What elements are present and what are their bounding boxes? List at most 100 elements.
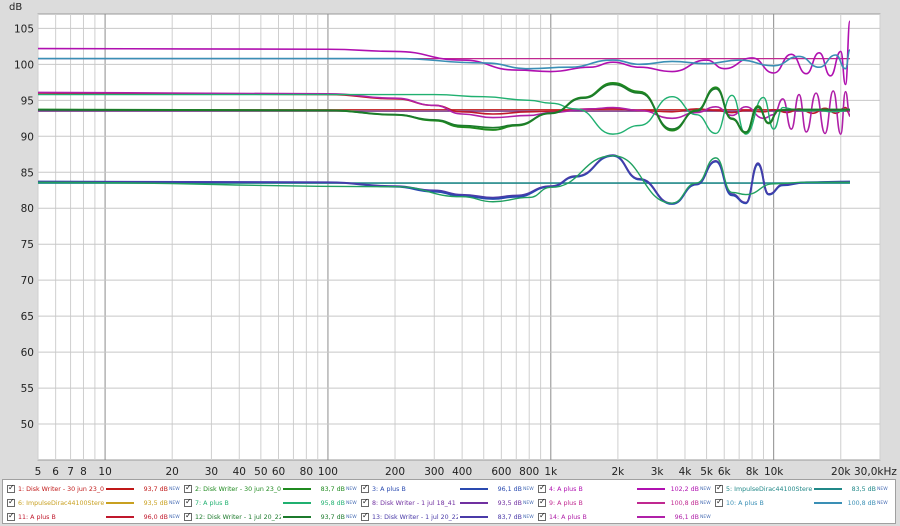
legend-checkbox[interactable]: [361, 511, 369, 521]
legend-value: 100,8 dB: [847, 499, 876, 507]
legend-label: 11: A plus B: [18, 513, 56, 521]
legend-value: 96,0 dB: [143, 513, 168, 521]
x-tick-label: 20: [165, 466, 178, 478]
legend-swatch: [106, 502, 134, 504]
legend-swatch: [106, 488, 134, 490]
x-tick-label: 10k: [764, 466, 784, 478]
x-tick-label: 4k: [679, 466, 693, 478]
x-tick-label: 8: [80, 466, 87, 478]
legend-checkbox[interactable]: [538, 497, 546, 507]
legend-label: 12: Disk Writer - 1 jul 20_22: [195, 513, 281, 521]
x-tick-label: 5k: [700, 466, 714, 478]
legend-value: 93,5 dB: [143, 499, 168, 507]
legend-label: 7: A plus B: [195, 499, 229, 507]
legend-label: 4: A plus B: [549, 485, 583, 493]
x-tick-label: 2k: [612, 466, 626, 478]
legend-new-tag: NEW: [523, 514, 534, 520]
legend-checkbox[interactable]: [7, 483, 15, 493]
legend-value: 83,7 dB: [320, 485, 345, 493]
x-tick-label: 6: [52, 466, 59, 478]
x-tick-label: 80: [300, 466, 313, 478]
legend-value: 83,5 dB: [851, 485, 876, 493]
x-tick-label: 3k: [651, 466, 665, 478]
y-tick-label: 100: [14, 59, 34, 71]
legend-checkbox[interactable]: [184, 511, 192, 521]
legend-new-tag: NEW: [877, 500, 888, 506]
legend-checkbox[interactable]: [361, 483, 369, 493]
legend-checkbox[interactable]: [7, 511, 15, 521]
legend-new-tag: NEW: [700, 514, 711, 520]
series-lines: [37, 20, 851, 205]
y-tick-label: 90: [21, 131, 34, 143]
legend-value: 83,7 dB: [497, 513, 522, 521]
y-tick-label: 70: [21, 275, 34, 287]
legend-checkbox[interactable]: [538, 511, 546, 521]
legend-new-tag: NEW: [169, 486, 180, 492]
legend-value: 100,8 dB: [670, 499, 699, 507]
legend-swatch: [106, 516, 134, 518]
legend-checkbox[interactable]: [715, 483, 723, 493]
legend-label: 5: ImpulseDirac44100Stere: [726, 485, 812, 493]
legend-swatch: [283, 488, 311, 490]
legend-new-tag: NEW: [877, 486, 888, 492]
legend-label: 6: ImpulseDirac44100Stere: [18, 499, 104, 507]
y-tick-label: 65: [21, 311, 34, 323]
legend-new-tag: NEW: [700, 500, 711, 506]
legend-checkbox[interactable]: [184, 483, 192, 493]
y-axis-label: dB: [9, 2, 22, 13]
y-tick-label: 75: [21, 239, 34, 251]
x-tick-label: 7: [67, 466, 74, 478]
legend-label: 10: A plus B: [726, 499, 764, 507]
legend-checkbox[interactable]: [715, 497, 723, 507]
legend-swatch: [637, 516, 665, 518]
legend-label: 9: A plus B: [549, 499, 583, 507]
series-line-14: [37, 90, 851, 135]
legend-label: 3: A plus B: [372, 485, 406, 493]
legend-new-tag: NEW: [169, 500, 180, 506]
legend-checkbox[interactable]: [184, 497, 192, 507]
x-tick-label: 40: [233, 466, 246, 478]
legend-swatch: [814, 502, 842, 504]
y-tick-label: 95: [21, 95, 34, 107]
legend-new-tag: NEW: [523, 500, 534, 506]
legend-swatch: [637, 502, 665, 504]
legend-new-tag: NEW: [346, 486, 357, 492]
series-line-4: [37, 20, 851, 86]
legend-new-tag: NEW: [346, 500, 357, 506]
plot-area[interactable]: [37, 13, 881, 461]
legend-value: 102,2 dB: [670, 485, 699, 493]
x-tick-label: 50: [254, 466, 267, 478]
x-tick-label: 60: [272, 466, 285, 478]
x-tick-label: 300: [424, 466, 444, 478]
legend-label: 2: Disk Writer - 30 jun 23_0: [195, 485, 281, 493]
y-tick-label: 55: [21, 383, 34, 395]
x-tick-label: 1k: [544, 466, 558, 478]
x-tick-label: 30: [205, 466, 218, 478]
y-tick-labels: 50 55 60 65 70 75 80 85 90 95 100 105: [14, 23, 34, 431]
legend-checkbox[interactable]: [7, 497, 15, 507]
legend-value: 95,8 dB: [320, 499, 345, 507]
legend-new-tag: NEW: [346, 514, 357, 520]
y-tick-label: 60: [21, 347, 34, 359]
legend-checkbox[interactable]: [538, 483, 546, 493]
legend-swatch: [637, 488, 665, 490]
legend-swatch: [283, 516, 311, 518]
legend-checkbox[interactable]: [361, 497, 369, 507]
legend-label: 8: Disk Writer - 1 jul 18_41: [372, 499, 456, 507]
